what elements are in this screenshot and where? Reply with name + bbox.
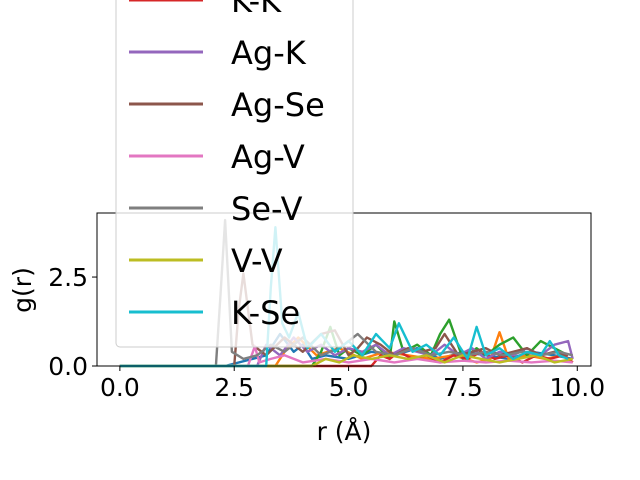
legend: K-K Ag-K Ag-Se Ag-V Se-V V-V K-Se xyxy=(115,0,354,348)
x-tick-label: 2.5 xyxy=(214,373,254,402)
series-line-7 xyxy=(119,218,573,368)
x-axis-ticks: 0.0 2.5 5.0 7.5 10.0 xyxy=(100,366,605,402)
x-axis-label: r (Å) xyxy=(317,417,372,446)
y-axis-ticks: 0.0 2.5 xyxy=(48,263,97,381)
legend-label: K-K xyxy=(231,0,282,20)
plot-lines xyxy=(119,218,574,368)
legend-label: Ag-V xyxy=(231,138,305,176)
legend-label: Se-V xyxy=(231,190,303,228)
series-line-8 xyxy=(119,354,573,368)
legend-label: V-V xyxy=(231,242,283,280)
legend-items: K-K Ag-K Ag-Se Ag-V Se-V V-V K-Se xyxy=(129,0,325,332)
y-tick-label: 0.0 xyxy=(48,352,88,381)
legend-label: K-Se xyxy=(231,294,300,332)
x-tick-label: 5.0 xyxy=(329,373,369,402)
x-tick-label: 10.0 xyxy=(549,373,605,402)
legend-label: Ag-K xyxy=(231,34,307,72)
legend-label: Ag-Se xyxy=(231,86,325,124)
x-tick-label: 0.0 xyxy=(100,373,140,402)
y-tick-label: 2.5 xyxy=(48,263,88,292)
y-axis-label: g(r) xyxy=(8,267,37,313)
x-tick-label: 7.5 xyxy=(443,373,483,402)
